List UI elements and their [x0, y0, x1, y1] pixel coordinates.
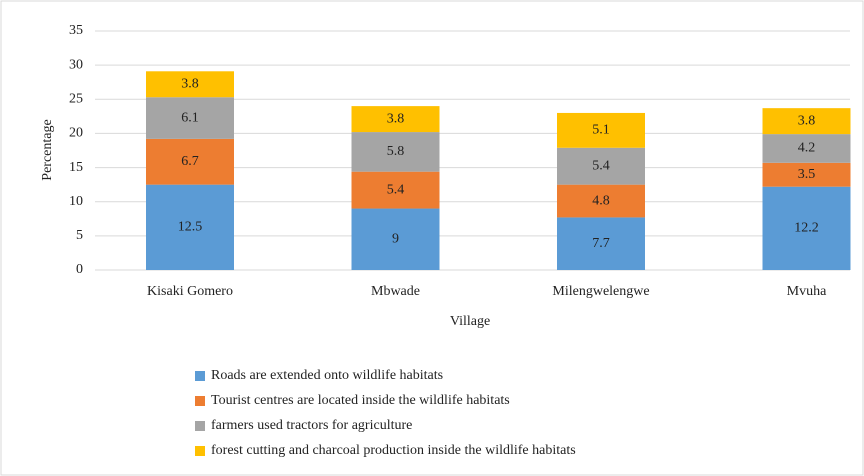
bar-segment: [762, 162, 851, 187]
x-tick-label: Kisaki Gomero: [147, 284, 233, 299]
bar-segment: [557, 147, 645, 185]
legend-swatch: [195, 371, 205, 381]
legend-label: farmers used tractors for agriculture: [211, 418, 412, 433]
bar-segment: [146, 138, 234, 185]
bar-segment: [351, 208, 440, 270]
bar-segment: [557, 184, 645, 218]
legend-swatch: [195, 421, 205, 431]
legend-swatch: [195, 396, 205, 406]
data-label: 4.8: [592, 193, 610, 208]
legend-label: Roads are extended onto wildlife habitat…: [211, 368, 443, 383]
data-label: 5.4: [592, 158, 610, 173]
data-label: 3.8: [387, 111, 405, 126]
data-label: 7.7: [592, 236, 610, 251]
bar-segment: [351, 106, 440, 133]
bar-segment: [351, 171, 440, 209]
y-tick-label: 15: [69, 160, 83, 175]
bar-segment: [762, 186, 851, 270]
bar-segment: [762, 134, 851, 163]
data-label: 6.7: [181, 154, 199, 169]
legend-label: Tourist centres are located inside the w…: [211, 393, 510, 408]
y-tick-label: 30: [69, 57, 83, 72]
data-label: 3.8: [181, 76, 199, 91]
data-label: 3.8: [798, 113, 816, 128]
bar-segment: [557, 217, 645, 270]
y-tick-label: 20: [69, 126, 83, 141]
x-tick-label: Mbwade: [371, 284, 420, 299]
legend-label: forest cutting and charcoal production i…: [211, 443, 576, 458]
bar-segment: [557, 112, 645, 148]
bar-segment: [146, 97, 234, 139]
legend-swatch: [195, 446, 205, 456]
data-label: 4.2: [798, 141, 816, 156]
data-label: 12.2: [794, 221, 819, 236]
y-tick-label: 0: [76, 262, 83, 277]
bar-segment: [762, 108, 851, 135]
y-tick-label: 5: [76, 228, 83, 243]
data-label: 5.1: [592, 123, 610, 138]
bar-segment: [146, 71, 234, 98]
bar-segment: [146, 184, 234, 270]
y-axis-label: Percentage: [40, 119, 55, 180]
y-tick-label: 10: [69, 194, 83, 209]
x-axis-label: Village: [450, 314, 490, 329]
data-label: 9: [392, 231, 399, 246]
bar-segment: [351, 132, 440, 172]
data-label: 3.5: [798, 167, 816, 182]
x-tick-label: Mvuha: [787, 284, 827, 299]
x-tick-label: Milengwelengwe: [552, 284, 649, 299]
y-tick-label: 25: [69, 92, 83, 107]
y-tick-label: 35: [69, 23, 83, 38]
data-label: 5.8: [387, 144, 405, 159]
data-label: 6.1: [181, 110, 199, 125]
data-label: 5.4: [387, 182, 405, 197]
data-label: 12.5: [178, 220, 203, 235]
